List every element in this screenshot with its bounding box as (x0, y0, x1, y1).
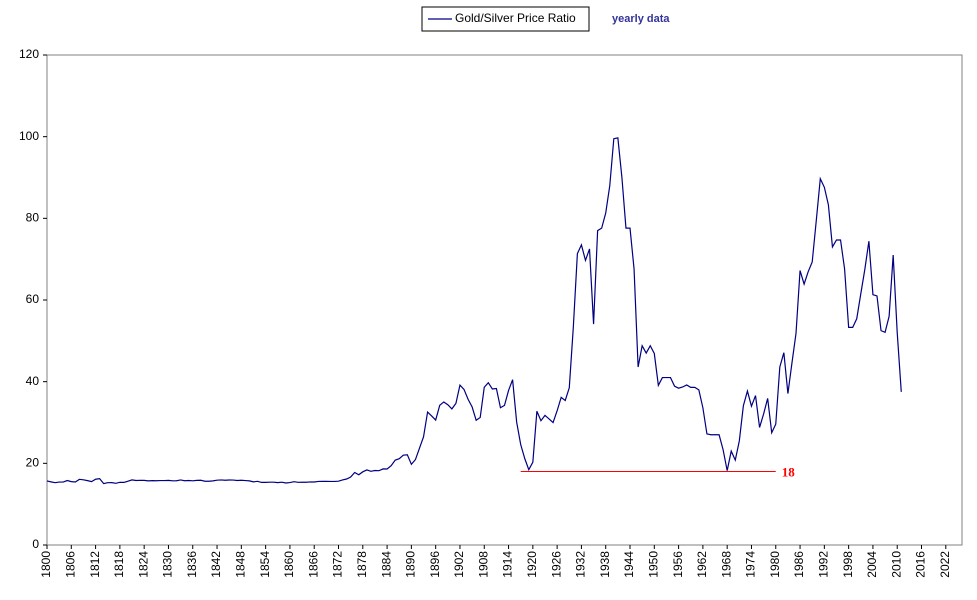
x-tick-label: 1902 (452, 551, 466, 578)
y-tick-label: 20 (26, 456, 40, 470)
x-tick-label: 1890 (404, 551, 418, 578)
x-tick-label: 1950 (646, 551, 660, 578)
x-tick-label: 1908 (476, 551, 490, 578)
x-tick-label: 1926 (549, 551, 563, 578)
x-tick-label: 1836 (185, 551, 199, 578)
x-tick-label: 1866 (306, 551, 320, 578)
x-tick-label: 1884 (379, 551, 393, 578)
x-tick-label: 1914 (501, 551, 515, 578)
x-tick-label: 1944 (622, 551, 636, 578)
x-tick-label: 1932 (574, 551, 588, 578)
data-line (46, 137, 902, 485)
x-tick-label: 1968 (719, 551, 733, 578)
x-tick-label: 1806 (63, 551, 77, 578)
x-tick-label: 1812 (88, 551, 102, 578)
x-tick-label: 1938 (598, 551, 612, 578)
y-tick-label: 100 (19, 129, 39, 143)
plot-area (46, 54, 963, 546)
x-tick-label: 1998 (841, 551, 855, 578)
x-tick-label: 1920 (525, 551, 539, 578)
x-tick-label: 2022 (938, 551, 952, 578)
y-tick-label: 0 (32, 537, 39, 551)
x-tick-label: 1854 (258, 551, 272, 578)
x-tick-label: 1992 (817, 551, 831, 578)
x-tick-label: 1962 (695, 551, 709, 578)
x-tick-label: 1896 (428, 551, 442, 578)
y-tick-label: 60 (26, 292, 40, 306)
x-tick-label: 1878 (355, 551, 369, 578)
x-tick-label: 2010 (889, 551, 903, 578)
x-tick-label: 2004 (865, 551, 879, 578)
subtitle: yearly data (612, 13, 670, 25)
x-tick-label: 1824 (136, 551, 150, 578)
x-tick-label: 1980 (768, 551, 782, 578)
x-tick-label: 1974 (744, 551, 758, 578)
x-tick-label: 1818 (112, 551, 126, 578)
y-tick-label: 40 (26, 374, 40, 388)
y-tick-label: 80 (26, 211, 40, 225)
x-tick-label: 2016 (914, 551, 928, 578)
legend-label: Gold/Silver Price Ratio (455, 11, 576, 25)
x-tick-label: 1830 (161, 551, 175, 578)
x-tick-label: 1956 (671, 551, 685, 578)
x-tick-label: 1860 (282, 551, 296, 578)
x-tick-label: 1986 (792, 551, 806, 578)
annotation-label: 18 (782, 464, 796, 479)
x-tick-label: 1800 (39, 551, 53, 578)
x-tick-label: 1848 (234, 551, 248, 578)
x-tick-label: 1872 (331, 551, 345, 578)
y-tick-label: 120 (19, 47, 39, 61)
x-tick-label: 1842 (209, 551, 223, 578)
